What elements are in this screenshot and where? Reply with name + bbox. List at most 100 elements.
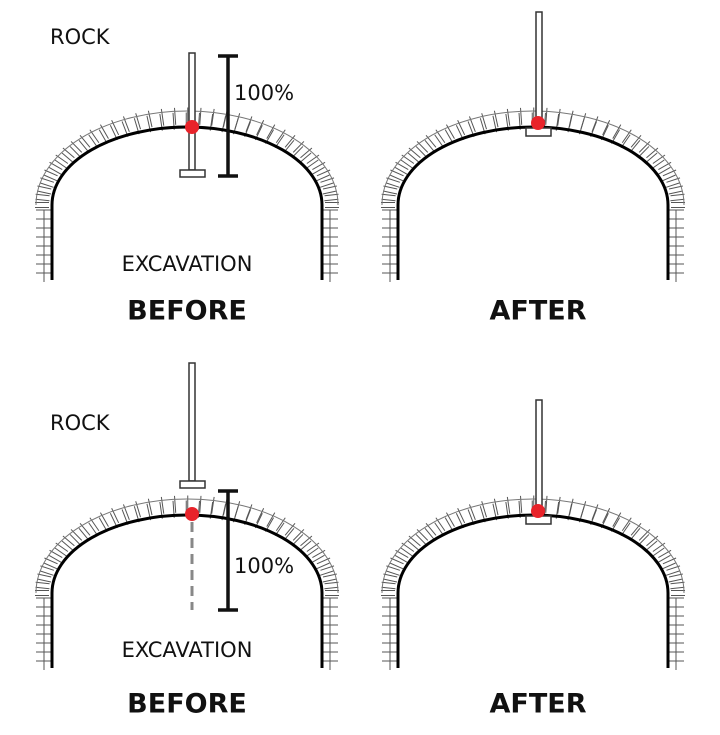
brick-line (668, 185, 683, 190)
brick-line (291, 534, 304, 546)
rod (535, 399, 543, 517)
brick-line (89, 129, 100, 144)
brick-line (54, 159, 68, 169)
brick-line (652, 542, 666, 552)
measure-point (531, 504, 545, 518)
brick-line (400, 547, 414, 557)
brick-line (645, 152, 658, 164)
brick-line (135, 113, 141, 130)
brick-line (638, 529, 651, 541)
brick-line (386, 565, 401, 571)
brick-line (211, 108, 215, 126)
brick-line (630, 523, 642, 536)
brick-line (292, 529, 305, 541)
caption: BEFORE (127, 296, 247, 327)
brick-line (415, 534, 428, 546)
brick-line (545, 107, 548, 125)
brick-line (591, 504, 599, 520)
brick-line (322, 573, 337, 578)
brick-line (424, 140, 436, 153)
brick-line (43, 174, 58, 182)
caption: BEFORE (127, 689, 247, 720)
brick-line (37, 190, 52, 195)
brick-line (300, 147, 313, 159)
brick-line (322, 185, 337, 190)
measure-bar (218, 54, 238, 178)
brick-line (316, 174, 330, 182)
brick-line (612, 124, 622, 139)
brick-line (40, 177, 55, 183)
brick-line (284, 523, 296, 536)
brick-line (670, 198, 685, 202)
brick-line (54, 547, 68, 557)
brick-line (39, 182, 54, 188)
brick-line (670, 581, 685, 585)
brick-line (646, 535, 659, 547)
brick-line (35, 193, 50, 197)
brick-line (275, 129, 286, 144)
brick-line (645, 540, 658, 552)
brick-line (256, 120, 265, 136)
brick-line (37, 185, 52, 190)
brick-line (324, 198, 339, 202)
brick-line (37, 573, 52, 578)
brick-line (425, 523, 437, 536)
brick-line (311, 554, 325, 563)
brick-line (245, 504, 253, 520)
brick-line (291, 146, 304, 158)
brick-line (266, 512, 276, 527)
arch-outer (35, 498, 339, 594)
brick-line (557, 108, 561, 126)
brick-line (652, 154, 666, 164)
brick-line (324, 586, 339, 590)
brick-line (394, 166, 408, 175)
measure-point (531, 116, 545, 130)
brick-line (668, 190, 683, 195)
brick-line (407, 540, 420, 552)
excavation-label: EXCAVATION (122, 638, 253, 662)
brick-line (665, 182, 680, 188)
brick-line (199, 107, 202, 125)
brick-line (319, 570, 334, 576)
brick-line (37, 578, 52, 583)
brick-line (61, 540, 74, 552)
brick-line (383, 190, 398, 195)
brick-line (557, 496, 561, 514)
arch-outer (381, 498, 685, 594)
brick-line (400, 159, 414, 169)
brick-line (311, 166, 325, 175)
brick-line (424, 528, 436, 541)
excavation-label: EXCAVATION (122, 252, 253, 276)
brick-line (665, 570, 680, 576)
brick-line (147, 110, 153, 128)
brick-line (602, 508, 611, 524)
brick-line (381, 193, 396, 197)
brick-line (493, 498, 499, 516)
brick-line (35, 198, 50, 202)
brick-line (40, 565, 55, 571)
brick-line (78, 140, 90, 153)
brick-line (43, 562, 58, 570)
brick-line (160, 108, 165, 126)
brick-line (48, 554, 62, 563)
brick-line (386, 177, 401, 183)
brick-line (506, 108, 511, 126)
brick-line (284, 135, 296, 148)
brick-line (305, 159, 319, 169)
brick-line (520, 495, 523, 513)
brick-line (78, 528, 90, 541)
brick-line (481, 501, 487, 518)
brick-line (415, 146, 428, 158)
brick-line (385, 570, 400, 576)
brick-line (662, 174, 676, 182)
anchor-plate (179, 480, 206, 489)
rod (188, 52, 196, 171)
arch-outer (35, 110, 339, 206)
brick-line (266, 124, 276, 139)
brick-line (299, 540, 312, 552)
brick-line (324, 581, 339, 585)
brick-line (79, 135, 91, 148)
brick-line (425, 135, 437, 148)
brick-line (602, 120, 611, 136)
brick-line (481, 113, 487, 130)
